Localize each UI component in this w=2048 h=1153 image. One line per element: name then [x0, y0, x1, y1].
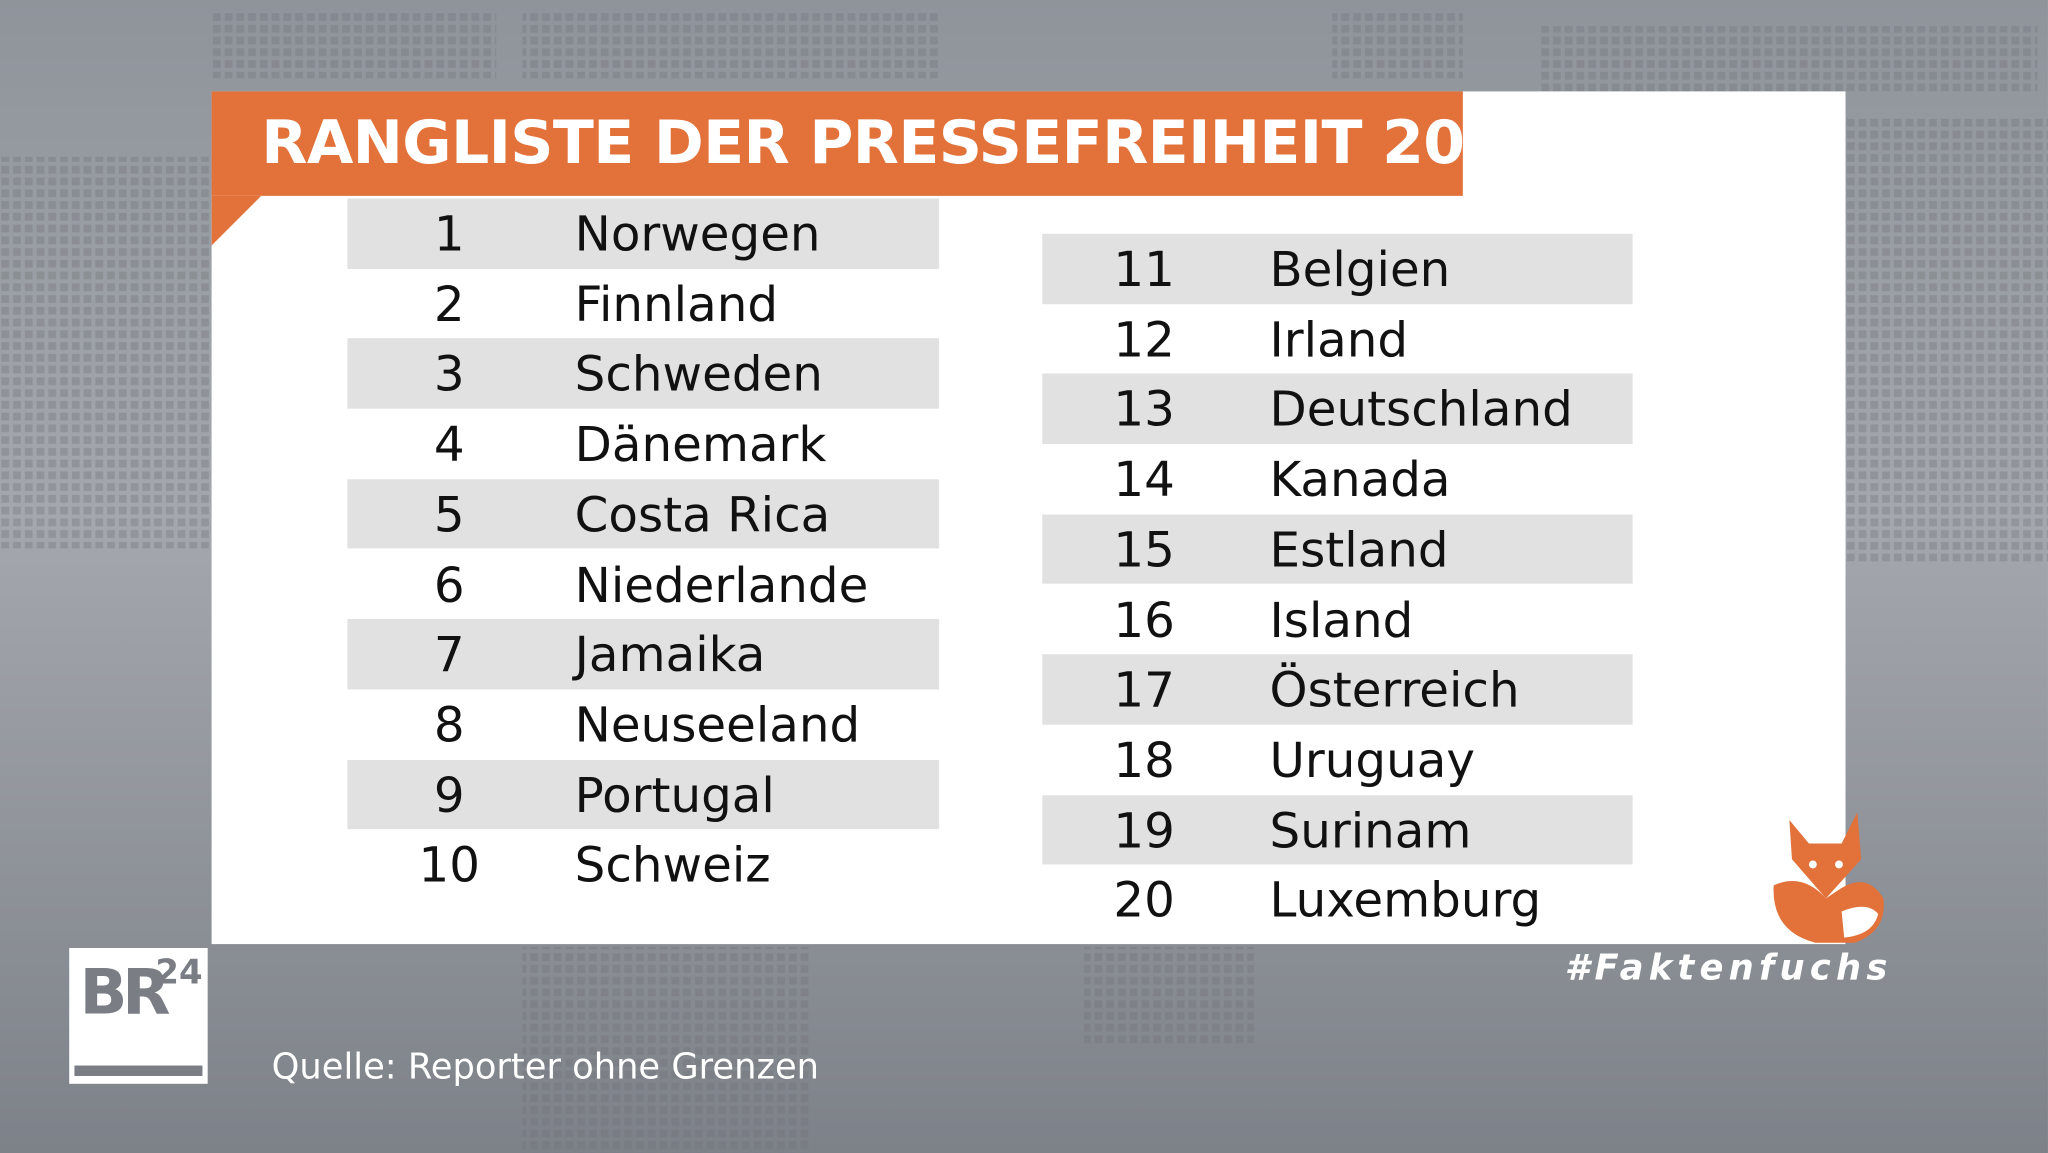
country: Irland [1269, 311, 1408, 368]
rank: 3 [433, 346, 465, 403]
table-row: 13 Deutschland [1042, 373, 1633, 445]
table-row: 3 Schweden [347, 338, 940, 409]
table-row: 16 Island [1042, 584, 1632, 654]
title: RANGLISTE DER PRESSEFREIHEIT 2021 [261, 107, 1547, 178]
country: Finnland [574, 276, 779, 333]
rank: 4 [433, 416, 465, 473]
table-row: 15 Estland [1042, 514, 1633, 585]
table-row: 4 Dänemark [347, 409, 939, 479]
table-row: 20 Luxemburg [1042, 865, 1632, 935]
country: Neuseeland [574, 697, 861, 754]
banner-fold [211, 195, 262, 246]
logo: BR 24 [69, 948, 208, 1084]
table-row: 14 Kanada [1042, 444, 1632, 514]
rank: 13 [1113, 381, 1175, 438]
hashtag: #Faktenfuchs [1564, 948, 1893, 989]
rank: 19 [1113, 802, 1175, 859]
rank: 12 [1113, 311, 1175, 368]
country: Luxemburg [1269, 872, 1542, 929]
country: Dänemark [574, 416, 827, 473]
country: Kanada [1269, 451, 1451, 509]
rank: 5 [433, 486, 465, 543]
rank: 16 [1113, 592, 1175, 649]
rank: 10 [418, 837, 481, 894]
country: Island [1269, 592, 1414, 649]
table-row: 12 Irland [1042, 304, 1632, 374]
fox-icon [1773, 812, 1884, 943]
rank: 1 [433, 206, 465, 263]
table-row: 9 Portugal [347, 759, 940, 830]
table-row: 17 Österreich [1042, 654, 1633, 725]
country: Schweden [574, 346, 823, 403]
table-row: 2 Finnland [347, 269, 939, 339]
rank: 14 [1113, 451, 1175, 509]
country: Jamaika [574, 627, 766, 684]
table-row: 1 Norwegen [347, 198, 940, 269]
rank: 6 [433, 556, 465, 614]
rank: 18 [1113, 732, 1175, 789]
country: Uruguay [1269, 732, 1475, 789]
country: Österreich [1269, 662, 1520, 719]
logo-bar [74, 1065, 203, 1076]
rank: 11 [1113, 241, 1175, 298]
country: Deutschland [1269, 381, 1573, 438]
table-row: 19 Surinam [1042, 794, 1633, 865]
table-row: 7 Jamaika [347, 619, 940, 690]
table-row: 10 Schweiz [347, 830, 939, 900]
rank: 17 [1113, 662, 1175, 719]
country: Estland [1269, 522, 1449, 579]
country: Portugal [574, 767, 775, 824]
rank: 9 [433, 767, 465, 824]
country: Norwegen [574, 206, 821, 263]
source: Quelle: Reporter ohne Grenzen [271, 1047, 820, 1088]
rank: 2 [433, 276, 465, 333]
rank: 15 [1113, 522, 1175, 579]
rank: 8 [433, 697, 465, 754]
title-banner [211, 91, 1463, 196]
table-row: 6 Niederlande [347, 549, 939, 619]
country: Costa Rica [574, 486, 831, 543]
country: Surinam [1269, 802, 1472, 859]
country: Belgien [1269, 241, 1451, 298]
table-row: 11 Belgien [1042, 233, 1633, 304]
logo-number: 24 [155, 953, 203, 993]
country: Niederlande [574, 556, 869, 614]
table-row: 5 Costa Rica [347, 478, 940, 550]
rank: 7 [433, 627, 465, 684]
table-row: 8 Neuseeland [347, 689, 939, 759]
logo-letters: BR [79, 955, 171, 1029]
rank: 20 [1113, 872, 1175, 929]
table-row: 18 Uruguay [1042, 725, 1632, 795]
country: Schweiz [574, 837, 771, 894]
